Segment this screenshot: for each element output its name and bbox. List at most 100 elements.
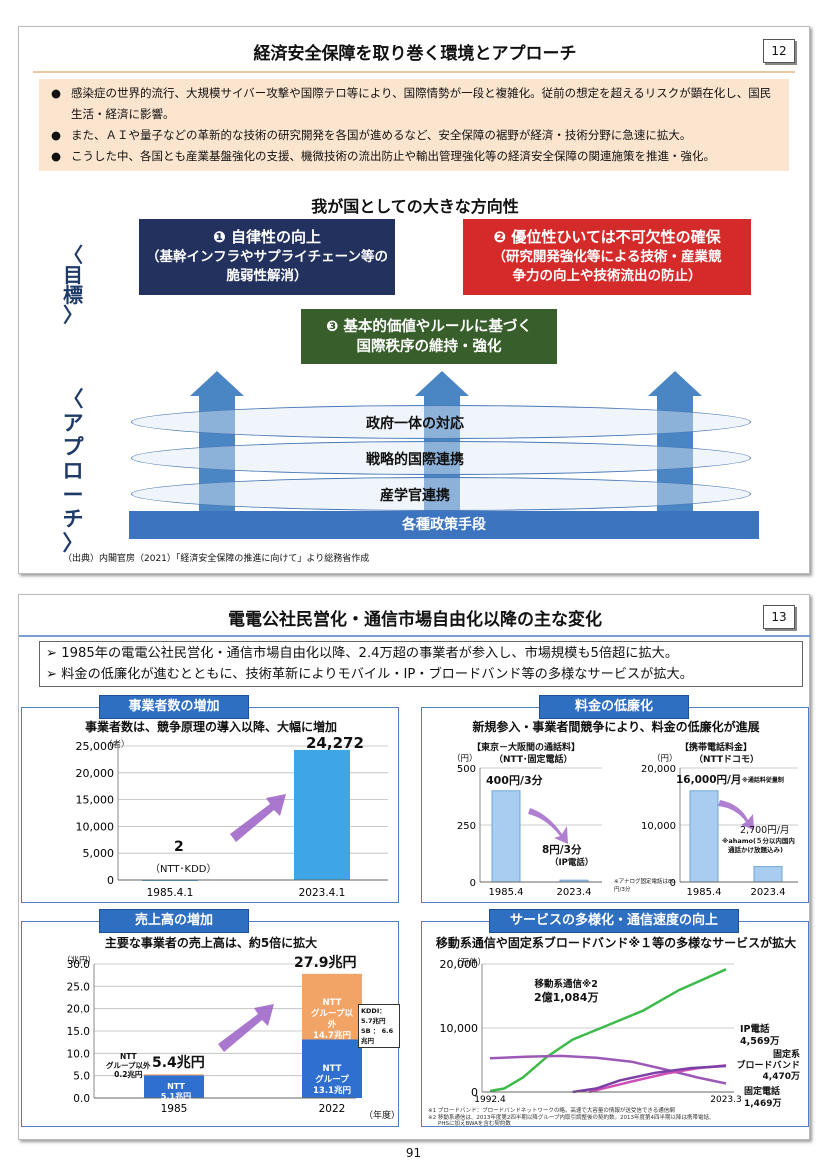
series-label-fixed: 固定電話 1,469万 bbox=[744, 1087, 782, 1109]
bar-segment bbox=[302, 973, 362, 1040]
y-tick-label: 25,000 bbox=[76, 740, 115, 753]
series-line bbox=[489, 968, 727, 1093]
bullet-item: こうした中、各国とも産業基盤強化の支援、機微技術の流出防止や輸出管理強化等の経済… bbox=[49, 146, 781, 167]
y-tick-label: 0 bbox=[107, 874, 114, 887]
x-tick-label: 2022 bbox=[319, 1103, 346, 1115]
x-tick-label: 2023.4 bbox=[557, 887, 592, 898]
series-label-broadband: 固定系 ブロードバンド 4,470万 bbox=[736, 1050, 800, 1082]
growth-arrow bbox=[218, 1004, 274, 1052]
slide-title: 経済安全保障を取り巻く環境とアプローチ bbox=[253, 44, 577, 64]
panel-revenue: 主要な事業者の売上高は、約5倍に拡大 （兆円） 30.0 25.0 20.0 15.0… bbox=[21, 921, 400, 1127]
y-tick-label: 5.0 bbox=[73, 1071, 90, 1083]
series-label-ip: IP電話 4,569万 bbox=[740, 1024, 780, 1047]
bullet-item: また、ＡＩや量子などの革新的な技術の研究開発を各国が進めるなど、安全保障の裾野が… bbox=[49, 125, 781, 146]
bar bbox=[294, 749, 350, 880]
title-underline bbox=[19, 635, 811, 637]
y-tick-label: 10,000 bbox=[440, 1022, 479, 1035]
y-tick-label: 15,000 bbox=[76, 794, 115, 807]
slide-13: 電電公社民営化・通信市場自由化以降の主な変化 13 ➢ 1985年の電電公社民営… bbox=[18, 594, 811, 1140]
summary-box: ➢ 1985年の電電公社民営化・通信市場自由化以降、2.4万超の事業者が参入し、… bbox=[39, 641, 803, 687]
panel-prices: 新規参入・事業者間競争により、料金の低廉化が進展 【東京－大阪間の通話料】 （N… bbox=[421, 707, 809, 903]
page-number: 12 bbox=[763, 39, 795, 63]
y-tick-label: 25.0 bbox=[67, 981, 90, 993]
bar bbox=[753, 866, 783, 883]
bar bbox=[689, 790, 719, 883]
y-tick-label: 0 bbox=[470, 878, 476, 889]
goal-superiority: ❷ 優位性ひいては不可欠性の確保 （研究開発強化等による技術・産業競 争力の向上… bbox=[463, 219, 751, 295]
series-line bbox=[572, 1064, 727, 1094]
y-tick-label: 500 bbox=[457, 764, 476, 775]
y-tick-label: 0 bbox=[471, 1086, 478, 1099]
chart-subtitle: （NTTドコモ） bbox=[694, 755, 760, 765]
y-tick-label: 0.0 bbox=[73, 1093, 90, 1105]
series-line bbox=[489, 1054, 727, 1085]
goal-autonomy: ❶ 自律性の向上 （基幹インフラやサプライチェーン等の 脆弱性解消） bbox=[139, 219, 395, 295]
data-label: 2,700円/月 bbox=[740, 825, 790, 836]
axis-unit: （兆円） bbox=[62, 956, 97, 966]
x-tick-label: 2023.3 bbox=[710, 1095, 742, 1105]
y-tick-label: 20,000 bbox=[76, 767, 115, 780]
data-label: 8円/3分 bbox=[542, 844, 582, 856]
direction-heading: 我が国としての大きな方向性 bbox=[311, 197, 519, 216]
panel-header-prices: 料金の低廉化 bbox=[539, 695, 689, 719]
y-tick-label: 5,000 bbox=[83, 847, 115, 860]
axis-unit: （者） bbox=[104, 740, 130, 750]
x-tick-label: 1985.4 bbox=[687, 887, 722, 898]
summary-line: ➢ 1985年の電電公社民営化・通信市場自由化以降、2.4万超の事業者が参入し、… bbox=[46, 646, 679, 661]
data-label: 16,000円/月 bbox=[676, 774, 742, 786]
page-number: 13 bbox=[763, 605, 795, 629]
bar-segment bbox=[302, 1039, 362, 1098]
series-label-mobile: 移動系通信※2 2億1,084万 bbox=[534, 979, 599, 1004]
x-tick-label: 2023.4 bbox=[751, 887, 786, 898]
x-tick-label: 1985.4.1 bbox=[147, 887, 194, 899]
approach-label: 〈アプローチ〉 bbox=[62, 387, 84, 555]
data-label: 5.4兆円 bbox=[152, 1055, 205, 1071]
data-label-note: 通話かけ放題込み) bbox=[728, 846, 783, 854]
x-tick-label: 1985 bbox=[161, 1103, 188, 1115]
revenue-chart: 30.0 25.0 20.0 15.0 10.0 5.0 0.0 1985 2022 bbox=[67, 959, 362, 1115]
data-label: 24,272 bbox=[306, 734, 364, 752]
decrease-arrow bbox=[528, 808, 568, 844]
y-tick-label: 10,000 bbox=[641, 821, 676, 832]
segment-label: NTT 5.1兆円 bbox=[160, 1082, 192, 1101]
y-tick-label: 15.0 bbox=[67, 1026, 90, 1038]
approach-oval bbox=[131, 441, 751, 475]
kddi-sb-box: KDDI： 5.7兆円 SB ： 6.6兆円 bbox=[358, 1004, 400, 1048]
source-note: （出典）内閣官房（2021）「経済安全保障の推進に向けて」より総務省作成 bbox=[63, 554, 370, 564]
goal-international-order: ❸ 基本的価値やルールに基づく 国際秩序の維持・強化 bbox=[301, 309, 557, 364]
panel-header-operators: 事業者数の増加 bbox=[99, 695, 249, 719]
panel-operators: 事業者数は、競争原理の導入以降、大幅に増加 （者） 25,000 20,000 15… bbox=[21, 707, 399, 903]
slide-title: 電電公社民営化・通信市場自由化以降の主な変化 bbox=[228, 610, 602, 630]
data-label-note: ※通話料従量制 bbox=[742, 777, 784, 784]
x-tick-label: 1985.4 bbox=[489, 887, 524, 898]
segment-label: NTT グループ以外 14.7兆円 bbox=[311, 998, 353, 1041]
goal-label: 〈目標〉 bbox=[63, 243, 83, 327]
panel-subtitle: 移動系通信や固定系ブロードバンド※１等の多様なサービスが拡大 bbox=[435, 936, 797, 950]
summary-line: ➢ 料金の低廉化が進むとともに、技術革新によりモバイル・IP・ブロードバンド等の… bbox=[46, 667, 693, 682]
data-label: 400円/3分 bbox=[486, 774, 543, 787]
footnote: ※アナログ固定電話は80円/3分 bbox=[614, 879, 675, 893]
axis-unit: （円） bbox=[452, 754, 478, 764]
approach-oval bbox=[131, 477, 751, 511]
approach-industry-academia-government: 産学官連携 bbox=[380, 488, 450, 504]
y-tick-label: 250 bbox=[457, 821, 476, 832]
title-underline bbox=[33, 71, 795, 73]
y-tick-label: 0 bbox=[670, 878, 676, 889]
x-tick-label: 2023.4.1 bbox=[299, 887, 346, 899]
segment-label: NTT グループ 13.1兆円 bbox=[313, 1064, 351, 1096]
growth-arrow bbox=[230, 794, 286, 842]
decrease-arrow bbox=[718, 800, 754, 830]
slide-12: 経済安全保障を取り巻く環境とアプローチ 12 感染症の世界的流行、大規模サイバー… bbox=[18, 26, 810, 574]
panel-services: 移動系通信や固定系ブロードバンド※１等の多様なサービスが拡大 （万件） 20,0… bbox=[421, 921, 809, 1127]
data-label-note: （NTT･KDD） bbox=[150, 864, 217, 875]
approach-international-cooperation: 戦略的国際連携 bbox=[366, 452, 464, 468]
panel-header-revenue: 売上高の増加 bbox=[99, 909, 249, 933]
data-label-note: （IP電話） bbox=[550, 858, 594, 868]
y-tick-label: 20,000 bbox=[641, 764, 676, 775]
chart-title: 【東京－大阪間の通話料】 bbox=[472, 743, 581, 753]
footnotes: ※1 ブロードバンド：ブロードバンドネットワークの略。高速で大容量の情報が送受信… bbox=[428, 1108, 715, 1127]
page-footer-number: 91 bbox=[405, 1146, 422, 1160]
y-tick-label: 20,000 bbox=[440, 958, 479, 971]
operators-chart: 25,000 20,000 15,000 10,000 5,000 0 1985.4.1 20… bbox=[76, 740, 388, 899]
y-tick-label: 10.0 bbox=[67, 1048, 90, 1060]
